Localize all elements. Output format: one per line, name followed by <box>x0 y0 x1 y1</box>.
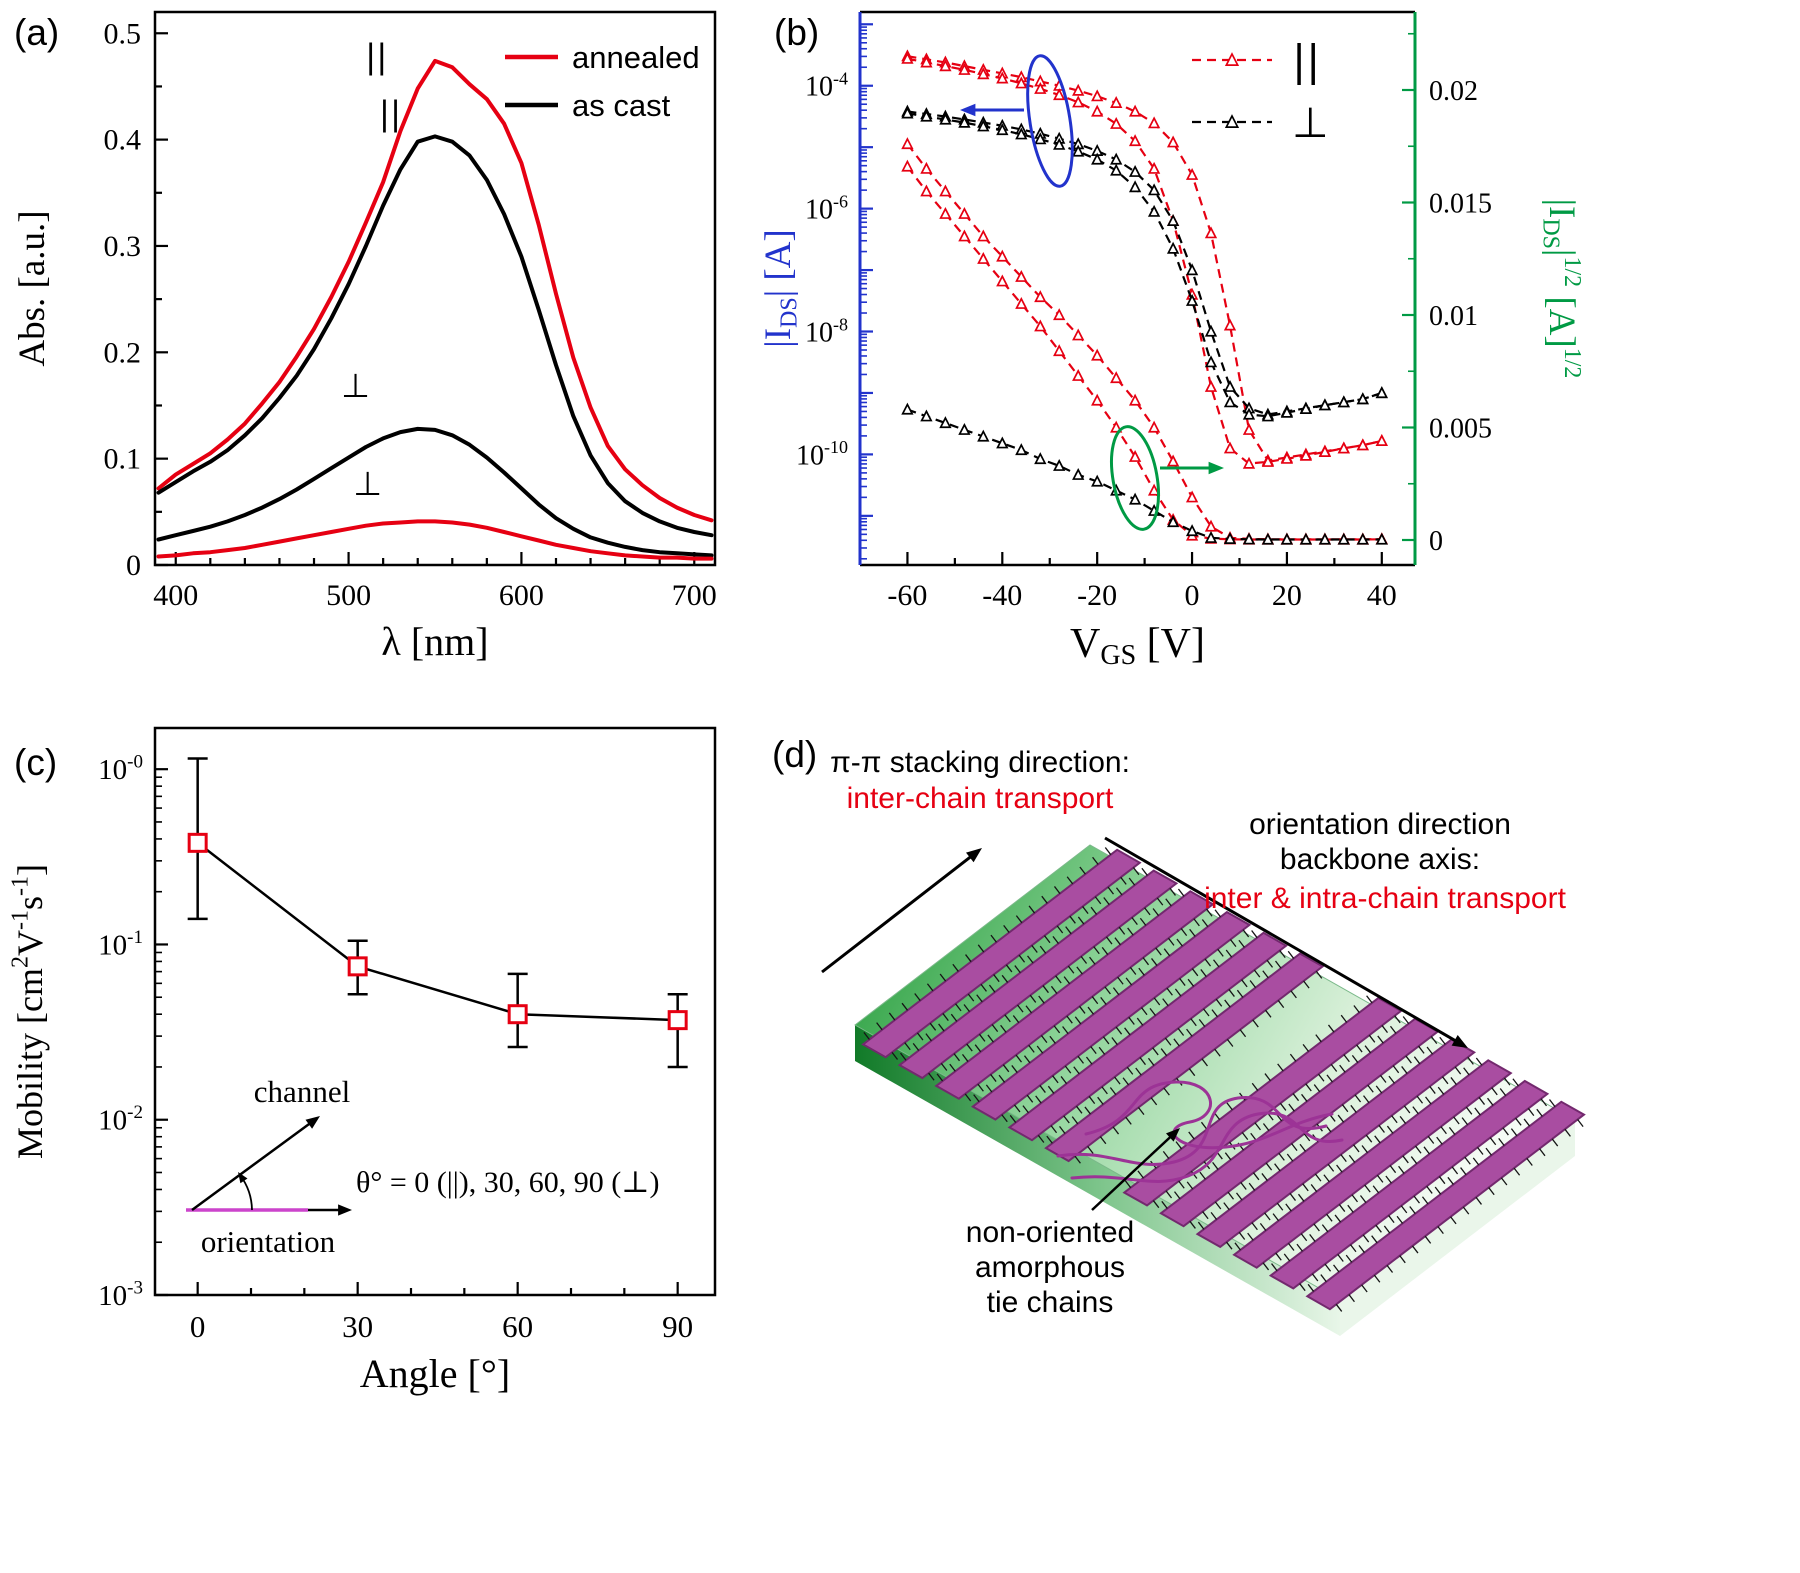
svg-text:-20: -20 <box>1077 579 1117 612</box>
direction-arrows <box>821 836 1468 1211</box>
svg-text:700: 700 <box>672 579 717 612</box>
morphology-schematic <box>821 836 1586 1336</box>
inter-intra-chain-transport-label: inter & intra-chain transport <box>1204 882 1566 915</box>
svg-text:|IDS| [A]: |IDS| [A] <box>760 229 802 347</box>
svg-text:⊥: ⊥ <box>1292 98 1329 147</box>
svg-text:channel: channel <box>254 1074 350 1109</box>
svg-text:0.005: 0.005 <box>1429 414 1492 445</box>
mobility-point <box>187 832 208 853</box>
c-inset: channel orientation θ° = 0 (||), 30, 60, 9… <box>186 1074 659 1259</box>
side-chain-hairs <box>863 847 1584 1312</box>
svg-text:10-3: 10-3 <box>98 1277 143 1312</box>
panel-d-label: (d) <box>772 734 818 775</box>
tie-chains <box>1056 1080 1344 1183</box>
svg-text:-40: -40 <box>982 579 1022 612</box>
svg-text:0.1: 0.1 <box>104 443 142 476</box>
a-annotations: || || ⊥ ⊥ <box>341 36 401 503</box>
svg-text:Angle [°]: Angle [°] <box>360 1351 510 1396</box>
svg-text:10-4: 10-4 <box>805 69 848 103</box>
a-axes: 400 500 600 700 0 0.1 0.2 0.3 0.4 0.5 λ [nm] Abs. [… <box>12 10 717 664</box>
b-series <box>901 49 1388 545</box>
panel-d: (d) π-π stacking direction: inter-chain … <box>760 720 1800 1573</box>
mobility-point <box>347 956 368 977</box>
a-curve-1 <box>156 134 714 538</box>
orientation-direction-label: orientation direction backbone axis: <box>1249 808 1511 876</box>
b-axes: -60 -40 -20 0 20 40 10-10 10-8 10-6 10-4 0 0.005 0.0… <box>760 10 1585 671</box>
panel-b-label: (b) <box>774 12 820 53</box>
svg-text:40: 40 <box>1367 579 1397 612</box>
mobility-vs-angle-chart: 0 30 60 90 10-0 10-1 10-2 10-3 Angle [°] Mobility… <box>8 726 717 1396</box>
mobility-line <box>196 841 678 1022</box>
svg-text:Mobility [cm2V-1s-1]: Mobility [cm2V-1s-1] <box>8 864 50 1159</box>
panel-b: -60 -40 -20 0 20 40 10-10 10-8 10-6 10-4 0 0.005 0.0… <box>760 0 1800 700</box>
a-series <box>156 58 714 561</box>
svg-text:Abs. [a.u.]: Abs. [a.u.] <box>12 210 53 366</box>
right-axis-indicator-ellipse <box>1110 425 1160 531</box>
b-legend: || ⊥ <box>1192 36 1329 147</box>
mobility-point <box>667 1010 688 1031</box>
svg-text:0.5: 0.5 <box>104 17 142 50</box>
svg-text:||: || <box>365 36 387 75</box>
svg-text:10-8: 10-8 <box>805 314 848 348</box>
svg-text:0: 0 <box>1429 526 1443 557</box>
svg-text:0.015: 0.015 <box>1429 189 1492 220</box>
svg-text:90: 90 <box>662 1309 693 1344</box>
svg-text:0.01: 0.01 <box>1429 301 1478 332</box>
svg-text:as cast: as cast <box>572 88 671 123</box>
svg-text:||: || <box>1292 36 1320 85</box>
a-curve-3 <box>156 519 714 561</box>
svg-text:10-2: 10-2 <box>98 1102 143 1137</box>
svg-text:0: 0 <box>126 549 141 582</box>
b-log-3 <box>907 112 1383 418</box>
b-sqrt-0 <box>906 143 1382 541</box>
svg-text:500: 500 <box>326 579 371 612</box>
b-sqrt-2 <box>907 408 1382 541</box>
svg-text:60: 60 <box>502 1309 533 1344</box>
svg-text:⊥: ⊥ <box>353 464 382 503</box>
svg-text:0.2: 0.2 <box>104 336 142 369</box>
svg-text:0.3: 0.3 <box>104 230 142 263</box>
svg-text:|IDS|1/2 [A]1/2: |IDS|1/2 [A]1/2 <box>1538 199 1585 379</box>
svg-text:λ [nm]: λ [nm] <box>381 619 488 664</box>
mobility-point <box>507 1004 528 1025</box>
svg-text:VGS [V]: VGS [V] <box>1070 621 1205 671</box>
a-curve-0 <box>156 58 714 523</box>
tie-chains-label: non-oriented amorphous tie chains <box>965 1216 1135 1319</box>
svg-text:⊥: ⊥ <box>341 366 370 405</box>
inter-chain-transport-label: inter-chain transport <box>846 782 1114 815</box>
svg-text:600: 600 <box>499 579 544 612</box>
svg-text:10-1: 10-1 <box>98 927 143 962</box>
pi-stacking-direction-label: π-π stacking direction: <box>830 746 1130 779</box>
c-series <box>187 757 688 1069</box>
absorbance-spectra-chart: 400 500 600 700 0 0.1 0.2 0.3 0.4 0.5 λ [nm] Abs. [… <box>12 10 717 664</box>
panel-c-label: (c) <box>14 742 58 783</box>
panel-a: 400 500 600 700 0 0.1 0.2 0.3 0.4 0.5 λ [nm] Abs. [… <box>0 0 740 700</box>
svg-text:10-0: 10-0 <box>98 752 143 787</box>
svg-text:||: || <box>379 94 401 133</box>
svg-text:10-6: 10-6 <box>805 191 848 225</box>
svg-text:0.4: 0.4 <box>104 124 142 157</box>
transfer-curves-chart: -60 -40 -20 0 20 40 10-10 10-8 10-6 10-4 0 0.005 0.0… <box>760 10 1585 671</box>
svg-text:10-10: 10-10 <box>796 437 848 471</box>
b-sqrt-1 <box>906 165 1382 541</box>
svg-text:0.02: 0.02 <box>1429 76 1478 107</box>
panel-a-label: (a) <box>14 12 60 53</box>
svg-text:0: 0 <box>190 1309 206 1344</box>
svg-text:30: 30 <box>342 1309 373 1344</box>
a-legend: annealed as cast <box>505 40 700 123</box>
svg-text:20: 20 <box>1272 579 1302 612</box>
svg-text:θ° = 0 (||), 30, 60, 90 (⊥): θ° = 0 (||), 30, 60, 90 (⊥) <box>356 1166 659 1199</box>
polymer-ribbons <box>861 848 1586 1311</box>
b-annotations <box>960 54 1224 531</box>
svg-text:orientation: orientation <box>201 1224 336 1259</box>
left-axis-indicator-ellipse <box>1026 54 1074 188</box>
a-curve-2 <box>156 426 714 558</box>
svg-text:0: 0 <box>1185 579 1200 612</box>
panel-c: 0 30 60 90 10-0 10-1 10-2 10-3 Angle [°] Mobility… <box>0 720 745 1573</box>
svg-text:-60: -60 <box>887 579 927 612</box>
svg-text:annealed: annealed <box>572 40 700 75</box>
c-axes: 0 30 60 90 10-0 10-1 10-2 10-3 Angle [°] Mobility… <box>8 726 717 1396</box>
svg-text:400: 400 <box>153 579 198 612</box>
